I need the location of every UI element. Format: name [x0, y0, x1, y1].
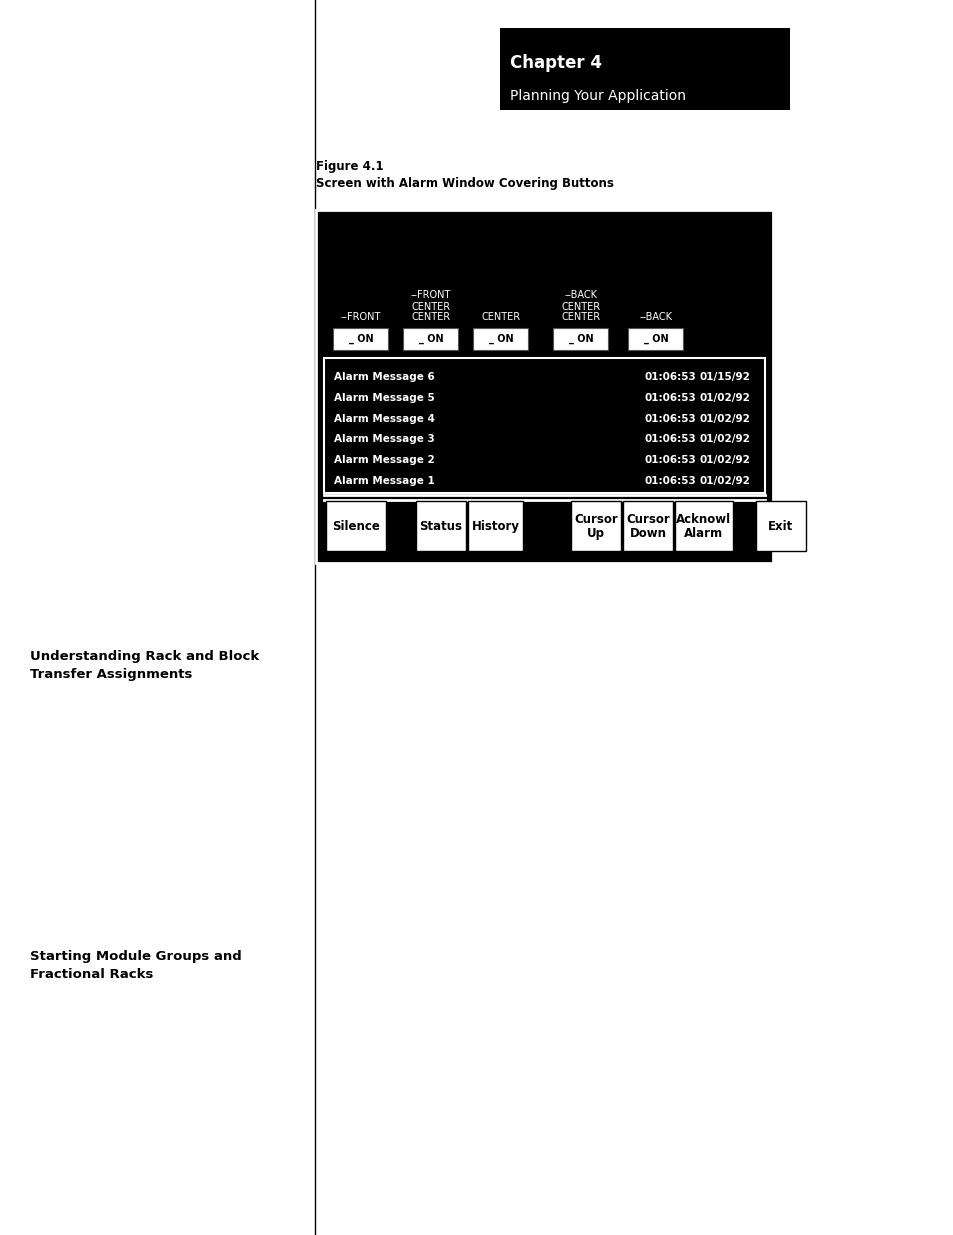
Text: _ ON: _ ON — [568, 333, 593, 345]
Text: CENTER: CENTER — [561, 303, 600, 312]
Bar — [315, 210, 772, 563]
Text: _ ON: _ ON — [643, 333, 668, 345]
Text: _ ON: _ ON — [488, 333, 513, 345]
Bar — [403, 329, 458, 350]
Text: Acknowl
Alarm: Acknowl Alarm — [676, 513, 731, 540]
Text: Exit: Exit — [767, 520, 793, 532]
Text: Alarm Message 4: Alarm Message 4 — [334, 414, 435, 424]
Text: Figure 4.1: Figure 4.1 — [315, 161, 383, 173]
Text: --FRONT: --FRONT — [340, 312, 381, 322]
Text: 01/02/92: 01/02/92 — [700, 393, 750, 403]
Bar — [499, 28, 789, 110]
Text: 01/02/92: 01/02/92 — [700, 414, 750, 424]
Text: --BACK: --BACK — [639, 312, 672, 322]
Bar — [755, 501, 805, 551]
Text: Alarm Message 5: Alarm Message 5 — [334, 393, 435, 403]
Bar — [473, 329, 528, 350]
Bar — [675, 501, 732, 551]
Text: 01:06:53: 01:06:53 — [644, 475, 696, 485]
Text: CENTER: CENTER — [561, 312, 600, 322]
Text: --FRONT: --FRONT — [411, 290, 451, 300]
Text: 01/02/92: 01/02/92 — [700, 435, 750, 445]
Bar — [628, 329, 682, 350]
Bar — [571, 501, 620, 551]
Text: 01:06:53: 01:06:53 — [644, 393, 696, 403]
Bar — [326, 501, 386, 551]
Text: History: History — [471, 520, 519, 532]
Text: --BACK: --BACK — [564, 290, 597, 300]
Bar — [468, 501, 522, 551]
Text: 01/02/92: 01/02/92 — [700, 454, 750, 466]
Text: CENTER: CENTER — [481, 312, 520, 322]
Text: CENTER: CENTER — [411, 303, 450, 312]
Bar — [416, 501, 465, 551]
Text: Silence: Silence — [332, 520, 379, 532]
Text: Alarm Message 1: Alarm Message 1 — [334, 475, 435, 485]
Text: 01:06:53: 01:06:53 — [644, 372, 696, 382]
Bar — [334, 329, 388, 350]
Text: Chapter 4: Chapter 4 — [510, 54, 601, 72]
Text: 01/02/92: 01/02/92 — [700, 475, 750, 485]
Text: 01:06:53: 01:06:53 — [644, 414, 696, 424]
Text: Alarm Message 3: Alarm Message 3 — [334, 435, 435, 445]
Text: Alarm Message 2: Alarm Message 2 — [334, 454, 435, 466]
Bar — [553, 329, 608, 350]
Text: 01/15/92: 01/15/92 — [700, 372, 750, 382]
Text: 01:06:53: 01:06:53 — [644, 454, 696, 466]
Text: Planning Your Application: Planning Your Application — [510, 89, 685, 103]
Text: Cursor
Down: Cursor Down — [625, 513, 669, 540]
Text: Cursor
Up: Cursor Up — [574, 513, 618, 540]
Text: Status: Status — [419, 520, 462, 532]
Bar — [622, 501, 672, 551]
Text: Alarm Message 6: Alarm Message 6 — [334, 372, 435, 382]
Text: CENTER: CENTER — [411, 312, 450, 322]
Text: Understanding Rack and Block
Transfer Assignments: Understanding Rack and Block Transfer As… — [30, 650, 259, 680]
Text: _ ON: _ ON — [349, 333, 373, 345]
Text: Starting Module Groups and
Fractional Racks: Starting Module Groups and Fractional Ra… — [30, 950, 241, 981]
Text: _ ON: _ ON — [418, 333, 443, 345]
Text: 01:06:53: 01:06:53 — [644, 435, 696, 445]
Bar — [324, 358, 764, 493]
Text: Screen with Alarm Window Covering Buttons: Screen with Alarm Window Covering Button… — [315, 177, 613, 190]
